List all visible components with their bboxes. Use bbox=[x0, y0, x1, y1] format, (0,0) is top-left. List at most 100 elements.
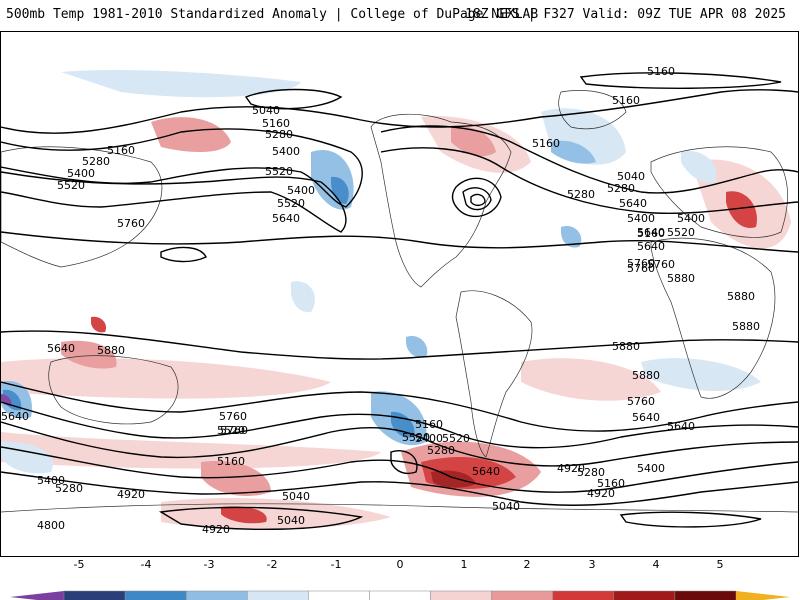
contour-label: 5160 bbox=[262, 117, 290, 130]
contour-label: 4800 bbox=[37, 519, 65, 532]
anomaly-map: 5160516050405160528054005520540055205640… bbox=[1, 65, 798, 536]
contour-label: 5520 bbox=[265, 165, 293, 178]
colorbar-segment bbox=[491, 590, 553, 600]
contour-line bbox=[579, 72, 782, 89]
contour-label: 5640 bbox=[667, 420, 695, 433]
colorbar-segment bbox=[185, 590, 248, 600]
anomaly-area-positive bbox=[151, 117, 231, 152]
colorbar-tick-label: -2 bbox=[266, 558, 278, 571]
north-america-outline bbox=[370, 113, 512, 288]
anomaly-area-positive bbox=[451, 126, 496, 157]
contour-label: 5040 bbox=[617, 170, 645, 183]
contour-label: 5040 bbox=[252, 104, 280, 117]
contour-label: 5760 bbox=[219, 410, 247, 423]
contour-label: 5280 bbox=[55, 482, 83, 495]
contour-label: 5400 bbox=[637, 462, 665, 475]
colorbar-tick-label: -5 bbox=[73, 558, 85, 571]
contour-label: 5640 bbox=[472, 465, 500, 478]
antarctica-outline bbox=[1, 503, 798, 513]
anomaly-area-positive bbox=[221, 506, 267, 524]
colorbar-segment bbox=[124, 590, 187, 600]
height-contours bbox=[1, 72, 798, 531]
colorbar-tick-label: -1 bbox=[330, 558, 342, 571]
colorbar-segment bbox=[552, 590, 615, 600]
anomaly-area-positive bbox=[161, 497, 391, 529]
contour-label: 5520 bbox=[442, 432, 470, 445]
contour-label: 5280 bbox=[265, 128, 293, 141]
colorbar-tick-label: 2 bbox=[523, 558, 531, 571]
contour-label: 5520 bbox=[667, 226, 695, 239]
anomaly-area-positive bbox=[431, 470, 476, 488]
contour-label: 5160 bbox=[597, 477, 625, 490]
anomaly-shading bbox=[1, 70, 791, 529]
contour-label: 5640 bbox=[272, 212, 300, 225]
colorbar-tick-label: 0 bbox=[396, 558, 404, 571]
colorbar-tick-label: 3 bbox=[588, 558, 596, 571]
contour-label: 5160 bbox=[415, 418, 443, 431]
contour-label: 5640 bbox=[1, 410, 29, 423]
contour-label: 5160 bbox=[532, 137, 560, 150]
colorbar-min-triangle bbox=[10, 591, 64, 600]
contour-line bbox=[470, 193, 486, 207]
contour-label: 5640 bbox=[637, 226, 665, 239]
anomaly-area-negative bbox=[641, 358, 761, 392]
colorbar-max-triangle bbox=[736, 591, 790, 600]
contour-line bbox=[1, 446, 798, 493]
colorbar-ramp bbox=[10, 590, 790, 600]
colorbar-tick-label: 1 bbox=[460, 558, 468, 571]
contour-label: 5640 bbox=[632, 411, 660, 424]
contour-label: 5400 bbox=[627, 212, 655, 225]
contour-label: 5400 bbox=[287, 184, 315, 197]
anomaly-area-positive bbox=[726, 191, 757, 228]
anomaly-area-positive bbox=[201, 461, 271, 497]
contour-label: 5280 bbox=[577, 466, 605, 479]
colorbar-segment bbox=[308, 590, 370, 600]
model-run-info: 18Z GFS | F327 Valid: 09Z TUE APR 08 202… bbox=[465, 7, 786, 22]
colorbar-segment bbox=[369, 590, 431, 600]
contour-label: 5400 bbox=[677, 212, 705, 225]
anomaly-area-negative bbox=[291, 281, 315, 313]
anomaly-area-negative bbox=[331, 176, 349, 204]
contour-label: 5280 bbox=[427, 444, 455, 457]
contour-label: 5040 bbox=[282, 490, 310, 503]
contour-line bbox=[1, 89, 798, 134]
contour-label: 5400 bbox=[272, 145, 300, 158]
anomaly-area-negative bbox=[391, 411, 415, 438]
contour-label: 5760 bbox=[220, 424, 248, 437]
colorbar: -5 -4 -3 -2 -1 0 1 2 3 4 5 bbox=[0, 558, 800, 600]
contour-line bbox=[1, 171, 347, 233]
anomaly-area-positive bbox=[1, 432, 381, 469]
contour-label: 5160 bbox=[107, 144, 135, 157]
contour-label: 5280 bbox=[607, 182, 635, 195]
colorbar-tick-label: 4 bbox=[652, 558, 660, 571]
anomaly-area-negative bbox=[681, 151, 717, 183]
contour-label: 5760 bbox=[117, 217, 145, 230]
south-america-outline bbox=[455, 290, 533, 458]
anomaly-area-negative bbox=[406, 336, 428, 358]
contour-line bbox=[1, 421, 798, 467]
contour-label: 5880 bbox=[97, 344, 125, 357]
contour-line bbox=[1, 330, 798, 360]
anomaly-area-negative bbox=[61, 70, 301, 98]
contour-label: 5280 bbox=[82, 155, 110, 168]
anomaly-area-positive bbox=[91, 316, 107, 333]
colorbar-tick-label: 5 bbox=[716, 558, 724, 571]
map-panel: 5160 5160 5040 5160 5280 5400 5520 5400 5520 5640… bbox=[0, 31, 799, 557]
contour-label: 4920 bbox=[587, 487, 615, 500]
contour-label: 5640 bbox=[637, 240, 665, 253]
africa-outline bbox=[650, 237, 776, 399]
colorbar-segment bbox=[430, 590, 492, 600]
contour-line bbox=[160, 246, 207, 263]
anomaly-area-positive bbox=[521, 358, 661, 401]
contour-label: 5160 bbox=[612, 94, 640, 107]
contour-labels: 5160516050405160528054005520540055205640… bbox=[1, 65, 760, 536]
contour-line bbox=[1, 401, 798, 449]
map-title: 500mb Temp 1981-2010 Standardized Anomal… bbox=[6, 7, 539, 22]
contour-line bbox=[462, 187, 492, 211]
contour-label: 5760 bbox=[627, 257, 655, 270]
contour-label: 5880 bbox=[632, 369, 660, 382]
contour-label: 5520 bbox=[402, 431, 430, 444]
contour-label: 5520 bbox=[217, 424, 245, 437]
contour-label: 5880 bbox=[727, 290, 755, 303]
contour-line bbox=[380, 147, 798, 215]
